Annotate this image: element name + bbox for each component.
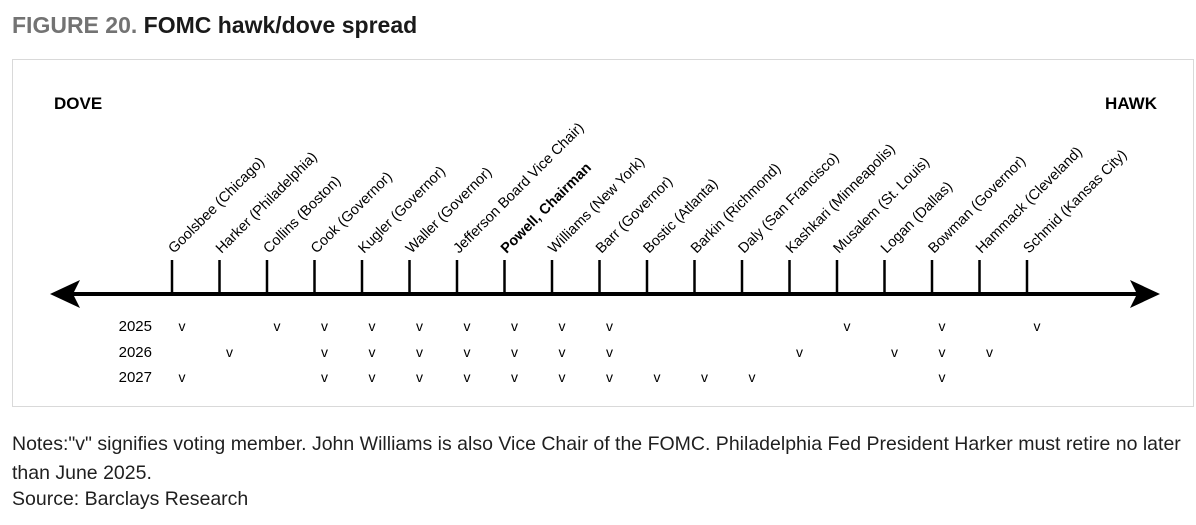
hawk-label: HAWK <box>1105 94 1158 113</box>
vote-mark: v <box>559 369 566 385</box>
dove-label: DOVE <box>54 94 102 113</box>
vote-mark: v <box>606 318 613 334</box>
vote-mark: v <box>844 318 851 334</box>
vote-mark: v <box>464 318 471 334</box>
vote-mark: v <box>321 344 328 360</box>
member-name: Cook (Governor) <box>308 169 396 257</box>
vote-mark: v <box>511 344 518 360</box>
vote-mark: v <box>559 318 566 334</box>
figure-label: FIGURE 20. <box>12 12 138 38</box>
year-label: 2027 <box>119 369 152 386</box>
vote-mark: v <box>1034 318 1041 334</box>
vote-mark: v <box>416 369 423 385</box>
vote-mark: v <box>606 344 613 360</box>
vote-mark: v <box>179 318 186 334</box>
vote-mark: v <box>369 344 376 360</box>
source: Source: Barclays Research <box>12 488 249 510</box>
vote-mark: v <box>939 344 946 360</box>
vote-mark: v <box>226 344 233 360</box>
member-name: Barkin (Richmond) <box>688 161 784 257</box>
vote-mark: v <box>939 369 946 385</box>
member-name: Waller (Governor) <box>403 164 495 256</box>
hawk-arrowhead <box>1130 280 1160 308</box>
vote-mark: v <box>369 369 376 385</box>
vote-mark: v <box>274 318 281 334</box>
vote-mark: v <box>606 369 613 385</box>
dove-arrowhead <box>50 280 80 308</box>
member-name: Powell, Chairman <box>498 160 595 257</box>
vote-mark: v <box>416 344 423 360</box>
vote-mark: v <box>654 369 661 385</box>
notes: Notes:"v" signifies voting member. John … <box>12 433 1181 484</box>
vote-mark: v <box>511 369 518 385</box>
figure-title: FIGURE 20. FOMC hawk/dove spread <box>12 12 417 39</box>
vote-mark: v <box>321 369 328 385</box>
vote-mark: v <box>559 344 566 360</box>
year-label: 2025 <box>119 318 152 335</box>
vote-mark: v <box>891 344 898 360</box>
vote-mark: v <box>416 318 423 334</box>
hawk-dove-diagram: DOVE HAWK Goolsbee (Chicago)Harker (Phil… <box>50 94 1160 386</box>
chart-panel <box>12 59 1194 407</box>
vote-mark: v <box>179 369 186 385</box>
vote-mark: v <box>796 344 803 360</box>
year-label: 2026 <box>119 344 152 361</box>
vote-mark: v <box>749 369 756 385</box>
vote-mark: v <box>939 318 946 334</box>
vote-mark: v <box>369 318 376 334</box>
vote-mark: v <box>464 369 471 385</box>
member-name: Kugler (Governor) <box>356 163 449 256</box>
vote-mark: v <box>321 318 328 334</box>
vote-mark: v <box>511 318 518 334</box>
vote-mark: v <box>464 344 471 360</box>
figure-name: FOMC hawk/dove spread <box>143 12 418 38</box>
vote-mark: v <box>986 344 993 360</box>
vote-mark: v <box>701 369 708 385</box>
